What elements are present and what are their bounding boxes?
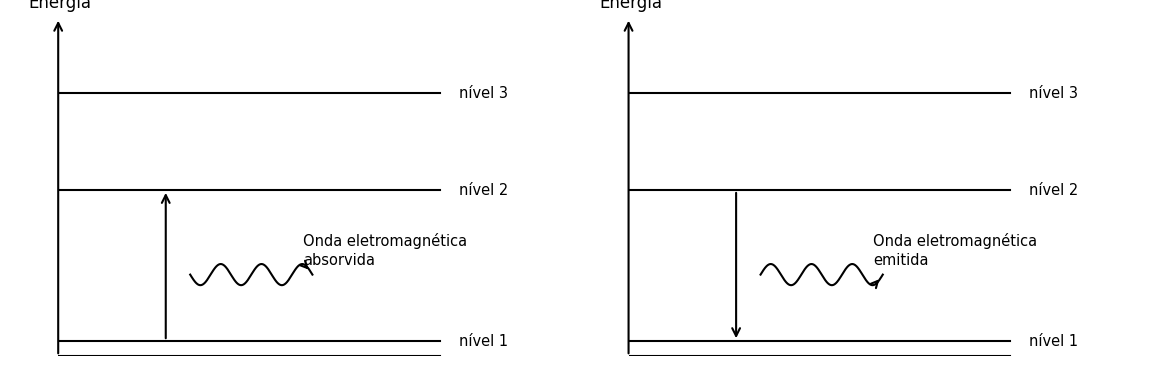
Text: nível 2: nível 2 <box>1029 183 1079 197</box>
Text: nível 1: nível 1 <box>1029 334 1079 349</box>
Text: nível 1: nível 1 <box>459 334 509 349</box>
Text: Energia: Energia <box>599 0 662 12</box>
Text: Onda eletromagnética
absorvida: Onda eletromagnética absorvida <box>303 233 467 268</box>
Text: nível 2: nível 2 <box>459 183 509 197</box>
Text: nível 3: nível 3 <box>459 86 508 101</box>
Text: Onda eletromagnética
emitida: Onda eletromagnética emitida <box>873 233 1037 268</box>
Text: nível 3: nível 3 <box>1029 86 1078 101</box>
Text: Energia: Energia <box>29 0 92 12</box>
